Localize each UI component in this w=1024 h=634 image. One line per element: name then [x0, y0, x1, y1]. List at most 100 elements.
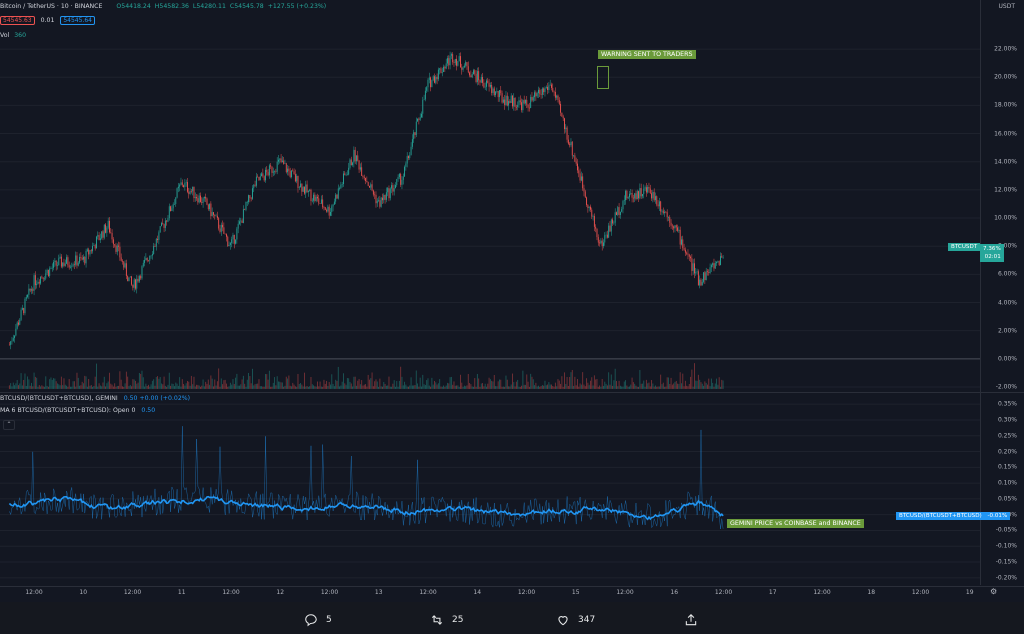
candle-body — [543, 88, 545, 93]
volume-bar — [515, 381, 517, 389]
candle-body — [27, 294, 29, 297]
change-value: +127.55 (+0.23%) — [267, 3, 327, 10]
candle-body — [548, 85, 550, 91]
symbol-name[interactable]: Bitcoin / TetherUS — [0, 3, 55, 10]
price-chart-pane[interactable]: Bitcoin / TetherUS · 10 · BINANCE O54418… — [0, 0, 980, 392]
ma-name[interactable]: MA 6 BTCUSD/(BTCUSDT+BTCUSD): Open 0 — [0, 407, 136, 414]
candle-body — [207, 204, 209, 210]
volume-bar — [709, 386, 711, 389]
candle-body — [431, 80, 433, 88]
candle-body — [263, 176, 265, 181]
candle-body — [530, 96, 532, 108]
volume-bar — [421, 386, 422, 389]
volume-bar — [651, 380, 653, 389]
candle-body — [246, 202, 248, 203]
volume-bar — [145, 383, 147, 389]
candle-body — [512, 95, 513, 107]
volume-bar — [15, 383, 17, 389]
candle-body — [658, 201, 660, 207]
candle-body — [452, 54, 454, 63]
volume-bar — [50, 377, 52, 389]
candle-body — [268, 165, 270, 176]
volume-bar — [32, 386, 34, 389]
volume-bar — [31, 382, 32, 389]
gemini-annotation[interactable]: GEMINI PRICE vs COINBASE and BINANCE — [727, 519, 864, 528]
volume-bar — [556, 386, 558, 389]
candle-body — [219, 228, 221, 232]
volume-bar — [84, 375, 86, 389]
indicator-name[interactable]: BTCUSD/(BTCUSDT+BTCUSD), GEMINI — [0, 395, 118, 402]
candle-body — [708, 272, 710, 274]
volume-bar — [603, 385, 604, 389]
time-axis[interactable]: ⚙ 12:00 10 12:00 11 12:00 12 12:00 13 12:00 14 12:… — [0, 586, 1024, 602]
volume-bar — [599, 385, 601, 389]
candle-body — [236, 228, 238, 240]
candle-body — [714, 263, 716, 269]
candle-body — [687, 253, 689, 255]
volume-bar — [270, 386, 272, 389]
candle-body — [14, 335, 16, 339]
candle-body — [249, 195, 251, 199]
volume-bar — [53, 378, 55, 389]
reply-button[interactable]: 5 — [304, 613, 332, 627]
candle-body — [174, 203, 175, 205]
volume-bar — [125, 371, 127, 389]
volume-bar — [155, 377, 157, 389]
candle-body — [466, 62, 468, 67]
sell-price-button[interactable]: 54545.63 — [0, 16, 35, 25]
volume-bar — [44, 386, 45, 389]
settings-icon[interactable]: ⚙ — [990, 587, 998, 596]
candle-body — [668, 217, 669, 218]
volume-bar — [629, 386, 630, 389]
candle-body — [432, 76, 434, 81]
candle-body — [125, 263, 127, 276]
candle-body — [348, 167, 350, 175]
currency-label[interactable]: USDT — [998, 3, 1016, 10]
candle-body — [495, 91, 497, 96]
candle-body — [81, 257, 83, 260]
volume-bar — [16, 379, 18, 389]
candle-body — [643, 188, 645, 195]
candle-body — [551, 84, 552, 88]
volume-bar — [99, 385, 101, 389]
volume-bar — [158, 378, 160, 389]
candle-body — [21, 308, 23, 310]
candle-body — [395, 185, 396, 189]
candle-body — [526, 99, 528, 105]
candle-body — [430, 77, 432, 88]
volume-bar — [60, 376, 62, 389]
candle-body — [417, 118, 419, 122]
candle-body — [695, 272, 697, 274]
volume-bar — [150, 384, 152, 389]
candle-body — [642, 194, 643, 197]
volume-bar — [565, 383, 567, 389]
candle-body — [505, 95, 507, 105]
candle-body — [553, 91, 555, 93]
volume-bar — [278, 381, 279, 389]
like-button[interactable]: 347 — [556, 613, 595, 627]
candle-body — [267, 172, 269, 176]
warning-annotation[interactable]: WARNING SENT TO TRADERS — [598, 50, 696, 59]
candle-body — [111, 233, 113, 240]
price-axis[interactable]: USDT 22.00% 20.00% 18.00% 16.00% 14.00% 12.00… — [980, 0, 1024, 585]
candle-body — [532, 97, 534, 101]
retweet-button[interactable]: 25 — [430, 613, 463, 627]
candle-body — [596, 228, 598, 238]
pane-separator[interactable] — [0, 392, 1024, 393]
volume-bar — [241, 379, 243, 389]
candle-body — [666, 212, 668, 218]
indicator-pane[interactable]: BTCUSD/(BTCUSDT+BTCUSD), GEMINI 0.50 +0.… — [0, 393, 980, 585]
collapse-legend-button[interactable]: ⌃ — [3, 420, 15, 430]
volume-bar — [324, 383, 326, 389]
volume-bar — [384, 383, 386, 389]
interval[interactable]: 10 — [60, 3, 69, 10]
buy-price-button[interactable]: 54545.64 — [60, 16, 95, 25]
share-button[interactable] — [684, 613, 698, 627]
volume-bar — [114, 383, 116, 389]
candle-body — [389, 188, 391, 199]
candle-body — [266, 169, 268, 173]
volume-bar — [657, 386, 659, 389]
bar-countdown: 02:01 — [984, 254, 1001, 260]
candle-body — [500, 90, 502, 94]
volume-bar — [214, 379, 216, 389]
